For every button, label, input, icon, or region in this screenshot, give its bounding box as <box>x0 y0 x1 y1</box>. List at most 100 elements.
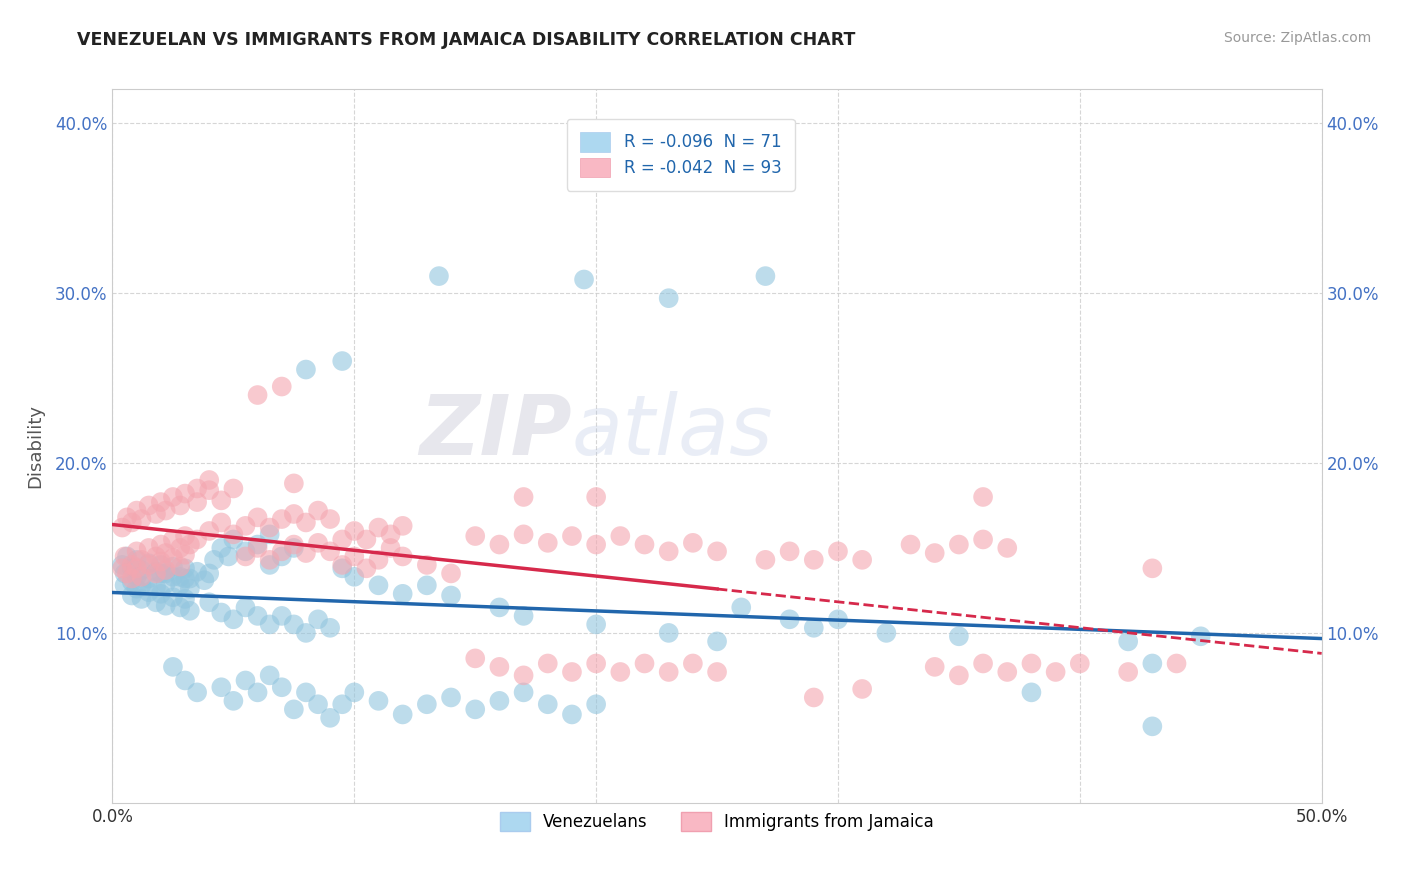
Point <box>367 553 389 567</box>
Point <box>235 600 257 615</box>
Point <box>149 537 172 551</box>
Point <box>561 529 583 543</box>
Point <box>121 561 143 575</box>
Point <box>193 573 215 587</box>
Point <box>145 507 167 521</box>
Point <box>145 595 167 609</box>
Point <box>779 612 801 626</box>
Point <box>235 549 257 564</box>
Point <box>155 566 177 581</box>
Point <box>114 578 136 592</box>
Point <box>131 563 153 577</box>
Point <box>537 536 560 550</box>
Point <box>440 690 463 705</box>
Point <box>380 541 402 555</box>
Point <box>138 556 160 570</box>
Point <box>125 570 148 584</box>
Point <box>169 559 191 574</box>
Point <box>512 490 534 504</box>
Point <box>803 690 825 705</box>
Point <box>202 553 225 567</box>
Point <box>145 580 167 594</box>
Point <box>162 559 184 574</box>
Point <box>283 702 305 716</box>
Point <box>295 516 318 530</box>
Point <box>246 537 269 551</box>
Point <box>121 589 143 603</box>
Point <box>295 685 318 699</box>
Point <box>131 570 153 584</box>
Point <box>145 549 167 564</box>
Point <box>259 617 281 632</box>
Point <box>803 621 825 635</box>
Point <box>1116 634 1139 648</box>
Point <box>440 589 463 603</box>
Point <box>270 549 292 564</box>
Point <box>1021 657 1043 671</box>
Y-axis label: Disability: Disability <box>25 404 44 488</box>
Point <box>827 612 849 626</box>
Point <box>125 561 148 575</box>
Point <box>259 553 281 567</box>
Point <box>427 269 450 284</box>
Point <box>972 533 994 547</box>
Point <box>851 553 873 567</box>
Text: atlas: atlas <box>572 392 773 472</box>
Point <box>222 694 245 708</box>
Point <box>356 533 378 547</box>
Point <box>155 503 177 517</box>
Point <box>658 665 681 679</box>
Point <box>391 707 413 722</box>
Point <box>125 544 148 558</box>
Point <box>283 507 305 521</box>
Point <box>186 495 208 509</box>
Point <box>924 660 946 674</box>
Point <box>391 519 413 533</box>
Point <box>658 544 681 558</box>
Point <box>343 524 366 538</box>
Point <box>246 510 269 524</box>
Point <box>179 537 201 551</box>
Point <box>114 549 136 564</box>
Point <box>585 537 607 551</box>
Point <box>658 626 681 640</box>
Point <box>585 490 607 504</box>
Point <box>1069 657 1091 671</box>
Point <box>115 510 138 524</box>
Point <box>222 612 245 626</box>
Point <box>330 698 353 712</box>
Point <box>682 536 704 550</box>
Point <box>658 291 681 305</box>
Point <box>440 566 463 581</box>
Point <box>1166 657 1188 671</box>
Point <box>259 668 281 682</box>
Point <box>259 558 281 572</box>
Point <box>488 537 510 551</box>
Point <box>512 608 534 623</box>
Point <box>246 685 269 699</box>
Point <box>174 561 197 575</box>
Point <box>270 512 292 526</box>
Point <box>356 561 378 575</box>
Point <box>464 651 486 665</box>
Point <box>572 272 595 286</box>
Point <box>330 533 353 547</box>
Point <box>246 541 269 555</box>
Point <box>343 549 366 564</box>
Point <box>149 558 172 572</box>
Point <box>488 600 510 615</box>
Point <box>633 537 655 551</box>
Point <box>948 629 970 643</box>
Point <box>149 555 172 569</box>
Point <box>307 698 329 712</box>
Point <box>367 520 389 534</box>
Point <box>131 512 153 526</box>
Point <box>585 698 607 712</box>
Point <box>851 681 873 696</box>
Point <box>169 578 191 592</box>
Point <box>924 546 946 560</box>
Point <box>488 694 510 708</box>
Point <box>155 546 177 560</box>
Point <box>125 503 148 517</box>
Point <box>706 634 728 648</box>
